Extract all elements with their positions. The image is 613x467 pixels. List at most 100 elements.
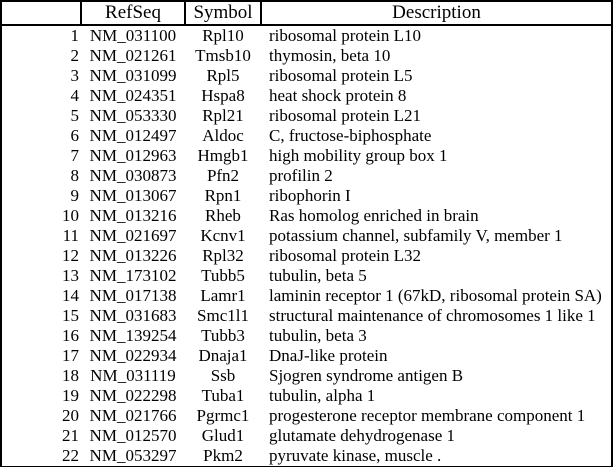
symbol-cell: Hmgb1	[197, 146, 249, 165]
description-cell: ribosomal protein L5	[269, 66, 413, 85]
table-row: 16 NM_139254 Tubb3 tubulin, beta 3	[1, 326, 612, 346]
table-row: 12 NM_013226 Rpl32 ribosomal protein L32	[1, 246, 612, 266]
row-number-cell: 9	[70, 186, 80, 205]
column-header-index	[0, 0, 82, 26]
table-row: 7 NM_012963 Hmgb1 high mobility group bo…	[1, 146, 612, 166]
refseq-cell: NM_021261	[89, 46, 177, 65]
symbol-cell: Hspa8	[201, 86, 245, 105]
table-row: 19 NM_022298 Tuba1 tubulin, alpha 1	[1, 386, 612, 406]
row-number-cell: 19	[62, 386, 79, 405]
refseq-cell: NM_013226	[89, 246, 177, 265]
description-cell: ribophorin I	[269, 186, 351, 205]
symbol-cell: Smc1l1	[197, 306, 249, 325]
symbol-cell: Rpl5	[206, 66, 240, 85]
refseq-cell: NM_173102	[89, 266, 177, 285]
column-header-description: Description	[260, 0, 613, 26]
row-number-cell: 2	[70, 46, 80, 65]
table-row: 18 NM_031119 Ssb Sjogren syndrome antige…	[1, 366, 612, 386]
row-number-cell: 6	[70, 126, 80, 145]
row-number-cell: 1	[70, 26, 80, 45]
description-cell: progesterone receptor membrane component…	[269, 406, 586, 425]
table-row: 2 NM_021261 Tmsb10 thymosin, beta 10	[1, 46, 612, 66]
table-row: 9 NM_013067 Rpn1 ribophorin I	[1, 186, 612, 206]
row-number-cell: 17	[62, 346, 79, 365]
symbol-cell: Rpl10	[202, 26, 244, 45]
symbol-cell: Ssb	[210, 366, 236, 385]
description-cell: thymosin, beta 10	[269, 46, 391, 65]
table-row: 22 NM_053297 Pkm2 pyruvate kinase, muscl…	[1, 446, 612, 467]
table-row: 3 NM_031099 Rpl5 ribosomal protein L5	[1, 66, 612, 86]
refseq-cell: NM_017138	[89, 286, 177, 305]
description-cell: heat shock protein 8	[269, 86, 407, 105]
symbol-cell: Pfn2	[206, 166, 240, 185]
table-row: 11 NM_021697 Kcnv1 potassium channel, su…	[1, 226, 612, 246]
refseq-cell: NM_030873	[89, 166, 177, 185]
symbol-cell: Kcnv1	[200, 226, 246, 245]
description-cell: ribosomal protein L32	[269, 246, 422, 265]
refseq-cell: NM_012497	[89, 126, 177, 145]
table-row: 13 NM_173102 Tubb5 tubulin, beta 5	[1, 266, 612, 286]
row-number-cell: 20	[62, 406, 79, 425]
description-cell: profilin 2	[269, 166, 333, 185]
symbol-cell: Rpn1	[204, 186, 242, 205]
refseq-cell: NM_012963	[89, 146, 177, 165]
column-header-refseq: RefSeq	[80, 0, 186, 26]
description-cell: ribosomal protein L10	[269, 26, 422, 45]
description-cell: C, fructose-biphosphate	[269, 126, 432, 145]
symbol-cell: Rpl32	[202, 246, 244, 265]
row-number-cell: 5	[70, 106, 80, 125]
description-cell: high mobility group box 1	[269, 146, 448, 165]
refseq-cell: NM_012570	[89, 426, 177, 445]
table-row: 4 NM_024351 Hspa8 heat shock protein 8	[1, 86, 612, 106]
symbol-cell: Lamr1	[200, 286, 246, 305]
description-cell: tubulin, alpha 1	[269, 386, 376, 405]
table-row: 10 NM_013216 Rheb Ras homolog enriched i…	[1, 206, 612, 226]
row-number-cell: 14	[62, 286, 79, 305]
symbol-cell: Glud1	[201, 426, 245, 445]
description-cell: Sjogren syndrome antigen B	[269, 366, 464, 385]
column-header-symbol: Symbol	[184, 0, 262, 26]
row-number-cell: 12	[62, 246, 79, 265]
symbol-cell: Rpl21	[202, 106, 244, 125]
refseq-cell: NM_053297	[89, 446, 177, 465]
table-row: 6 NM_012497 Aldoc C, fructose-biphosphat…	[1, 126, 612, 146]
description-cell: DnaJ-like protein	[269, 346, 388, 365]
symbol-cell: Tmsb10	[195, 46, 251, 65]
description-cell: pyruvate kinase, muscle .	[269, 446, 442, 465]
table-row: 15 NM_031683 Smc1l1 structural maintenan…	[1, 306, 612, 326]
table-row: 1 NM_031100 Rpl10 ribosomal protein L10	[1, 25, 612, 46]
row-number-cell: 16	[62, 326, 79, 345]
table-row: 5 NM_053330 Rpl21 ribosomal protein L21	[1, 106, 612, 126]
refseq-cell: NM_022934	[89, 346, 177, 365]
table-row: 21 NM_012570 Glud1 glutamate dehydrogena…	[1, 426, 612, 446]
description-cell: potassium channel, subfamily V, member 1	[269, 226, 563, 245]
symbol-cell: Tubb3	[201, 326, 245, 345]
table-row: 20 NM_021766 Pgrmc1 progesterone recepto…	[1, 406, 612, 426]
row-number-cell: 3	[70, 66, 80, 85]
row-number-cell: 22	[62, 446, 79, 465]
refseq-cell: NM_031119	[90, 366, 176, 385]
description-cell: glutamate dehydrogenase 1	[269, 426, 455, 445]
refseq-cell: NM_139254	[89, 326, 177, 345]
header-row: RefSeq Symbol Description	[0, 0, 613, 26]
description-cell: tubulin, beta 5	[269, 266, 367, 285]
refseq-cell: NM_013216	[89, 206, 177, 225]
table-row: 17 NM_022934 Dnaja1 DnaJ-like protein	[1, 346, 612, 366]
symbol-cell: Tuba1	[201, 386, 245, 405]
row-number-cell: 21	[62, 426, 79, 445]
description-cell: Ras homolog enriched in brain	[269, 206, 479, 225]
row-number-cell: 18	[62, 366, 79, 385]
row-number-cell: 15	[62, 306, 79, 325]
row-number-cell: 7	[70, 146, 80, 165]
symbol-cell: Aldoc	[202, 126, 244, 145]
refseq-cell: NM_021697	[89, 226, 177, 245]
refseq-cell: NM_031099	[89, 66, 177, 85]
refseq-cell: NM_021766	[89, 406, 177, 425]
symbol-cell: Pgrmc1	[196, 406, 250, 425]
table-row: 8 NM_030873 Pfn2 profilin 2	[1, 166, 612, 186]
refseq-cell: NM_013067	[89, 186, 177, 205]
row-number-cell: 11	[62, 226, 79, 245]
symbol-cell: Rheb	[205, 206, 241, 225]
